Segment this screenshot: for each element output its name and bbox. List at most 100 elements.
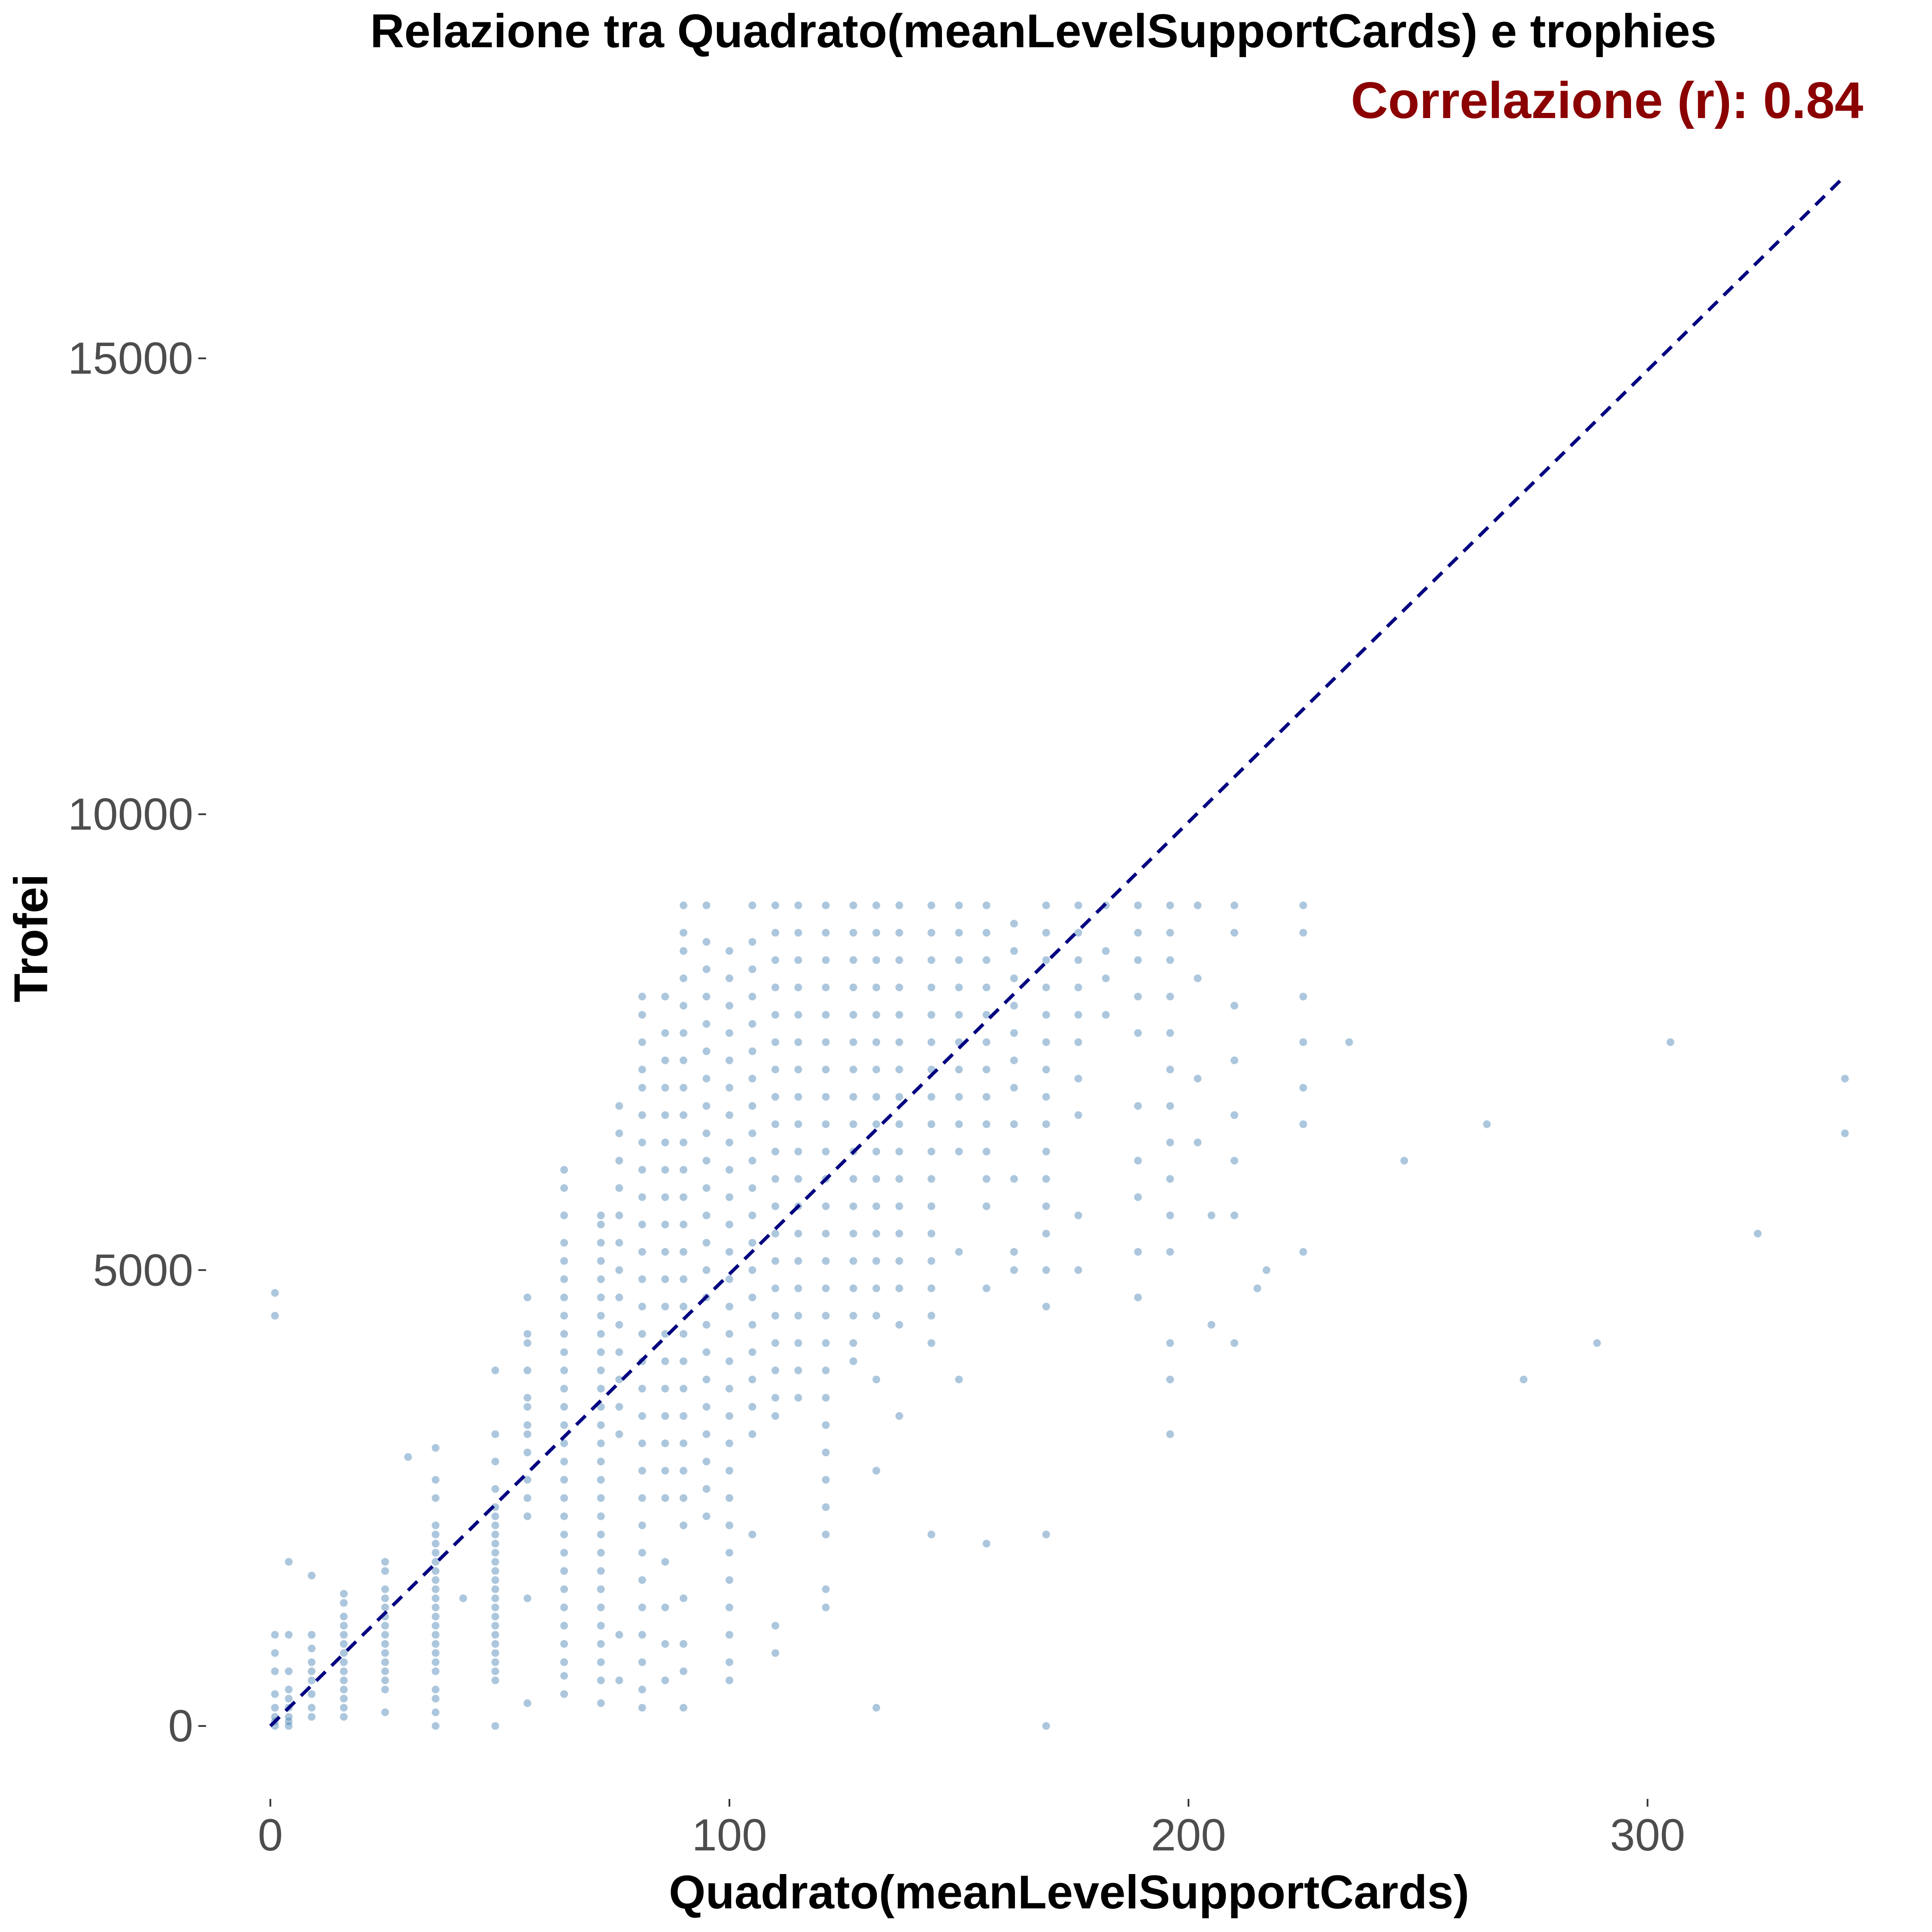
- data-point: [1074, 1038, 1082, 1046]
- data-point: [1010, 1029, 1018, 1037]
- data-point: [872, 1175, 881, 1183]
- data-point: [615, 1266, 623, 1274]
- data-point: [702, 1102, 711, 1110]
- y-tick-label: 5000: [93, 1245, 193, 1295]
- data-point: [340, 1676, 348, 1684]
- data-point: [1483, 1120, 1491, 1128]
- data-point: [340, 1640, 348, 1648]
- data-point: [771, 1339, 779, 1347]
- data-point: [597, 1676, 605, 1684]
- data-point: [1102, 974, 1110, 982]
- data-point: [1230, 1157, 1239, 1165]
- data-point: [955, 1066, 963, 1074]
- data-point: [680, 1056, 687, 1064]
- data-point: [849, 929, 857, 937]
- data-point: [431, 1540, 440, 1548]
- data-point: [1299, 1084, 1307, 1092]
- data-point: [615, 1129, 623, 1137]
- data-point: [872, 1376, 881, 1384]
- data-point: [680, 1357, 687, 1365]
- data-point: [638, 1604, 646, 1611]
- data-point: [638, 1439, 646, 1447]
- x-tick-label: 200: [1151, 1810, 1226, 1860]
- data-point: [822, 1366, 830, 1374]
- data-point: [702, 1430, 711, 1438]
- data-point: [638, 1467, 646, 1475]
- data-point: [748, 1321, 756, 1329]
- data-point: [1010, 1266, 1018, 1274]
- data-point: [794, 1175, 802, 1183]
- data-point: [661, 1494, 669, 1502]
- data-point: [680, 1303, 687, 1311]
- data-point: [748, 1239, 756, 1247]
- data-point: [523, 1449, 532, 1456]
- data-point: [1166, 901, 1174, 909]
- data-point: [560, 1476, 568, 1484]
- data-point: [1666, 1038, 1674, 1046]
- data-point: [822, 956, 830, 964]
- data-point: [340, 1599, 348, 1607]
- data-point: [597, 1458, 605, 1466]
- data-point: [307, 1713, 316, 1721]
- data-point: [560, 1531, 568, 1539]
- data-point: [638, 1494, 646, 1502]
- data-point: [725, 1002, 733, 1010]
- data-point: [872, 983, 881, 991]
- data-point: [680, 1248, 687, 1256]
- data-point: [1166, 1430, 1174, 1438]
- data-point: [771, 1038, 779, 1046]
- data-point: [661, 1303, 669, 1311]
- data-point: [1042, 1175, 1050, 1183]
- data-point: [1074, 956, 1082, 964]
- data-point: [1166, 993, 1174, 1001]
- data-point: [895, 1011, 903, 1019]
- data-point: [560, 1585, 568, 1593]
- data-point: [597, 1421, 605, 1429]
- data-point: [597, 1699, 605, 1707]
- data-point: [1230, 1056, 1239, 1064]
- data-point: [680, 1412, 687, 1420]
- data-point: [597, 1294, 605, 1301]
- data-point: [491, 1549, 499, 1557]
- data-point: [1010, 1120, 1018, 1128]
- data-point: [285, 1722, 293, 1730]
- data-point: [822, 1284, 830, 1292]
- data-point: [849, 1312, 857, 1320]
- data-point: [982, 1202, 990, 1210]
- data-point: [523, 1699, 532, 1707]
- data-point: [1207, 1211, 1215, 1219]
- data-point: [1074, 929, 1082, 937]
- data-point: [491, 1576, 499, 1584]
- data-point: [872, 901, 881, 909]
- data-point: [597, 1221, 605, 1229]
- y-axis-label: Trofei: [5, 874, 58, 1002]
- data-point: [431, 1567, 440, 1575]
- data-point: [523, 1294, 532, 1301]
- data-point: [560, 1512, 568, 1520]
- data-point: [822, 983, 830, 991]
- data-point: [680, 1221, 687, 1229]
- data-point: [702, 993, 711, 1001]
- data-point: [638, 1084, 646, 1092]
- data-point: [1010, 920, 1018, 928]
- data-point: [771, 1312, 779, 1320]
- data-point: [340, 1695, 348, 1703]
- data-point: [491, 1531, 499, 1539]
- data-point: [927, 901, 936, 909]
- data-point: [927, 1093, 936, 1101]
- data-point: [597, 1439, 605, 1447]
- data-point: [1194, 901, 1202, 909]
- data-point: [895, 1321, 903, 1329]
- data-point: [771, 983, 779, 991]
- data-point: [1299, 1248, 1307, 1256]
- data-point: [340, 1658, 348, 1666]
- data-point: [491, 1503, 499, 1511]
- data-point: [560, 1403, 568, 1411]
- trend-line-layer: [269, 175, 1847, 1727]
- data-point: [794, 1312, 802, 1320]
- data-point: [661, 1467, 669, 1475]
- data-point: [271, 1704, 279, 1712]
- data-point: [404, 1453, 412, 1461]
- y-axis: 0 5000 10000 15000: [68, 334, 206, 1751]
- data-point: [285, 1631, 293, 1639]
